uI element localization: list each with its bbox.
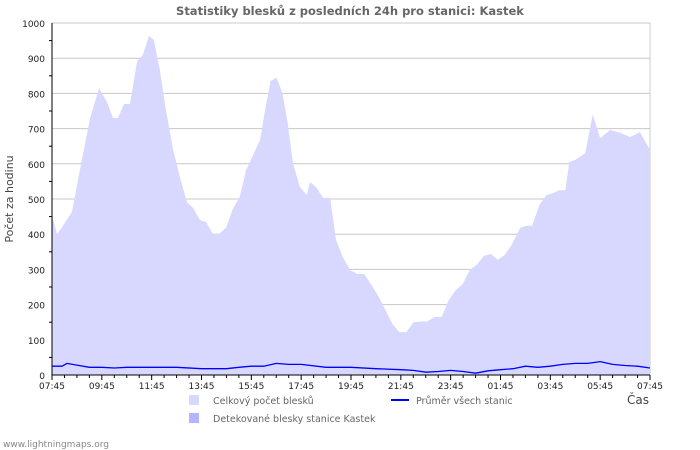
x-tick-label: 05:45 bbox=[587, 382, 613, 392]
x-tick-label: 07:45 bbox=[39, 382, 65, 392]
y-tick-label: 700 bbox=[28, 126, 45, 136]
y-tick-label: 600 bbox=[28, 161, 45, 171]
x-axis-label: Čas bbox=[627, 392, 649, 407]
legend-swatch-station bbox=[189, 413, 199, 423]
series-total-area bbox=[52, 36, 650, 375]
x-tick-label: 17:45 bbox=[288, 382, 314, 392]
y-tick-label: 100 bbox=[28, 337, 45, 347]
legend-label-total: Celkový počet blesků bbox=[213, 396, 314, 407]
x-tick-label: 01:45 bbox=[488, 382, 514, 392]
y-axis-label: Počet za hodinu bbox=[3, 155, 16, 242]
x-tick-label: 15:45 bbox=[238, 382, 264, 392]
y-tick-label: 300 bbox=[28, 266, 45, 276]
y-tick-label: 1000 bbox=[22, 20, 45, 30]
chart-title: Statistiky blesků z posledních 24h pro s… bbox=[176, 4, 524, 18]
x-tick-label: 21:45 bbox=[388, 382, 414, 392]
x-tick-label: 23:45 bbox=[438, 382, 464, 392]
y-tick-label: 800 bbox=[28, 90, 45, 100]
y-tick-label: 200 bbox=[28, 302, 45, 312]
x-tick-label: 19:45 bbox=[338, 382, 364, 392]
x-tick-label: 13:45 bbox=[189, 382, 215, 392]
legend-label-station: Detekované blesky stanice Kastek bbox=[213, 414, 376, 425]
legend-label-average: Průměr všech stanic bbox=[416, 396, 513, 407]
x-tick-label: 09:45 bbox=[89, 382, 115, 392]
legend-swatch-total bbox=[189, 395, 199, 405]
series-average-line bbox=[52, 360, 651, 374]
x-tick-label: 11:45 bbox=[139, 382, 165, 392]
y-tick-label: 500 bbox=[28, 196, 45, 206]
y-tick-label: 400 bbox=[28, 231, 45, 241]
x-tick-label: 07:45 bbox=[637, 382, 663, 392]
x-tick-label: 03:45 bbox=[537, 382, 563, 392]
y-tick-label: 900 bbox=[28, 55, 45, 65]
legend: Celkový počet blesků Detekované blesky s… bbox=[189, 395, 513, 425]
source-link[interactable]: www.lightningmaps.org bbox=[3, 440, 109, 450]
y-tick-label: 0 bbox=[39, 372, 45, 382]
